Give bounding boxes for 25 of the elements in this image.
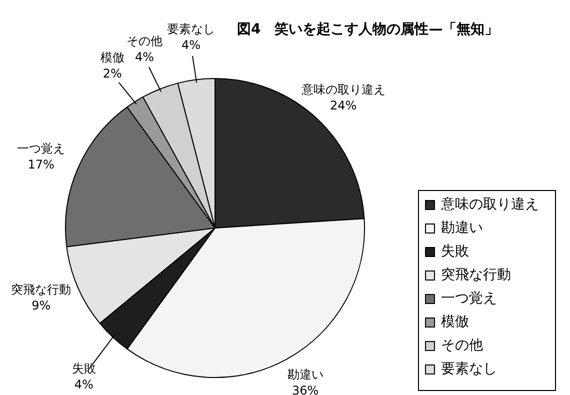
slice-label: 意味の取り違え — [300, 82, 386, 97]
slice-label: 突飛な行動 — [11, 282, 72, 297]
slice-label: 模倣 — [100, 50, 124, 64]
chart-title: 図4 笑いを起こす人物の属性—「無知」 — [237, 22, 499, 38]
legend-label: その他 — [441, 338, 483, 354]
slice-label: 勘違い — [287, 368, 324, 382]
legend-label: 意味の取り違え — [440, 196, 539, 213]
data-label: 17% — [28, 158, 54, 172]
data-label: 36% — [292, 384, 319, 395]
slice-label: 一つ覚え — [17, 142, 66, 156]
data-label: 4% — [74, 378, 94, 392]
slice-label: 要素なし — [167, 22, 215, 36]
data-label: 4% — [134, 50, 154, 64]
slice-label: その他 — [126, 34, 163, 48]
legend-label: 失敗 — [441, 244, 469, 260]
legend-label: 一つ覚え — [441, 290, 497, 307]
data-label: 2% — [102, 66, 122, 80]
data-label: 4% — [181, 38, 201, 52]
slice-label: 失敗 — [72, 362, 96, 376]
data-label: 24% — [330, 98, 357, 113]
data-label: 9% — [32, 298, 51, 313]
legend-label: 突飛な行動 — [441, 267, 511, 284]
legend-label: 要素なし — [441, 361, 497, 378]
legend-label: 勘違い — [441, 220, 483, 236]
legend-label: 模倣 — [441, 314, 469, 330]
